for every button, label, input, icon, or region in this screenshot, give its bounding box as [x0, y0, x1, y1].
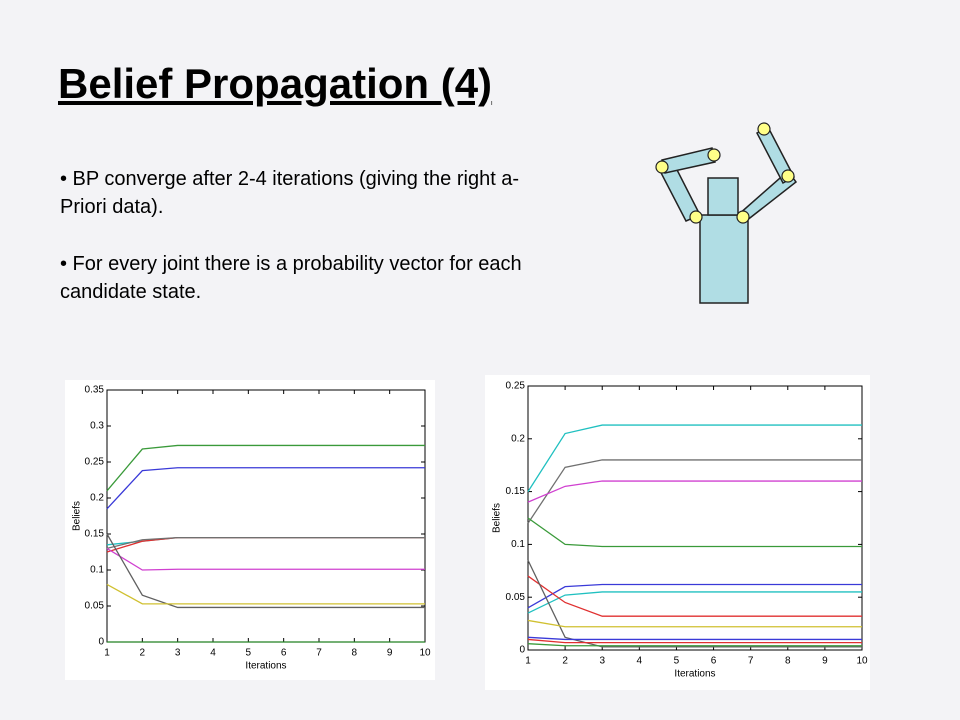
- y-tick-label: 0.2: [511, 433, 525, 444]
- bullet: • BP converge after 2-4 iterations (givi…: [60, 168, 520, 218]
- body-figure: [655, 122, 798, 304]
- x-tick-label: 3: [599, 656, 605, 667]
- chart: 0 0.05 0.1 0.15 0.2 0.25 1 2 3 4 5 6 7 8 9 10 Iterations…: [485, 375, 870, 690]
- x-tick-label: 9: [387, 648, 393, 659]
- x-axis-label: Iterations: [674, 669, 715, 680]
- x-tick-label: 2: [562, 656, 568, 667]
- y-tick-label: 0.15: [506, 486, 526, 497]
- series-line: [527, 480, 862, 503]
- series-line: [527, 424, 862, 492]
- slide-title: Belief Propagation (4): [58, 60, 493, 107]
- y-tick-label: 0.1: [90, 565, 104, 576]
- y-tick-label: 0.15: [85, 529, 105, 540]
- x-tick-label: 6: [281, 648, 287, 659]
- x-tick-label: 10: [856, 656, 868, 667]
- y-axis-label: Beliefs: [72, 501, 83, 531]
- y-tick-label: 0.2: [90, 493, 104, 504]
- series-line: [527, 636, 862, 641]
- y-tick-label: 0.25: [85, 457, 105, 468]
- series-line: [106, 583, 425, 605]
- series-line: [527, 638, 862, 644]
- series-line: [106, 467, 425, 510]
- chart: 0 0.05 0.1 0.15 0.2 0.25 0.3 0.35 1 2 3 4 5 6 7 8 9 10 Ite…: [65, 380, 435, 680]
- y-tick-label: 0: [519, 645, 525, 656]
- x-tick-label: 9: [822, 656, 828, 667]
- x-tick-label: 1: [104, 648, 110, 659]
- series-line: [527, 591, 862, 614]
- series-line: [527, 459, 862, 524]
- plot-area: [106, 389, 426, 643]
- plot-area: [527, 385, 863, 651]
- y-tick-label: 0.3: [90, 421, 104, 432]
- x-tick-label: 6: [711, 656, 717, 667]
- x-tick-label: 5: [246, 648, 252, 659]
- series-line: [106, 547, 425, 571]
- series-line: [527, 619, 862, 628]
- y-axis-label: Beliefs: [492, 503, 503, 533]
- x-tick-label: 7: [748, 656, 754, 667]
- x-tick-label: 7: [316, 648, 322, 659]
- x-tick-label: 10: [419, 648, 431, 659]
- x-tick-label: 8: [785, 656, 791, 667]
- x-tick-label: 4: [210, 648, 216, 659]
- y-tick-label: 0.35: [85, 385, 105, 396]
- series-line: [527, 583, 862, 609]
- series-line: [106, 536, 425, 550]
- bullet: • For every joint there is a probability…: [60, 253, 522, 303]
- y-tick-label: 0: [98, 637, 104, 648]
- y-tick-label: 0.25: [506, 381, 526, 392]
- series-line: [527, 643, 862, 647]
- series-line: [106, 533, 425, 609]
- y-tick-label: 0.05: [506, 592, 526, 603]
- series-line: [527, 517, 862, 548]
- x-tick-label: 3: [175, 648, 181, 659]
- x-tick-label: 1: [525, 656, 531, 667]
- y-tick-label: 0.1: [511, 539, 525, 550]
- y-tick-label: 0.05: [85, 601, 105, 612]
- x-tick-label: 2: [140, 648, 146, 659]
- x-tick-label: 5: [674, 656, 680, 667]
- x-tick-label: 8: [352, 648, 358, 659]
- series-line: [106, 444, 425, 492]
- series-line: [527, 575, 862, 617]
- x-tick-label: 4: [637, 656, 643, 667]
- x-axis-label: Iterations: [245, 661, 286, 672]
